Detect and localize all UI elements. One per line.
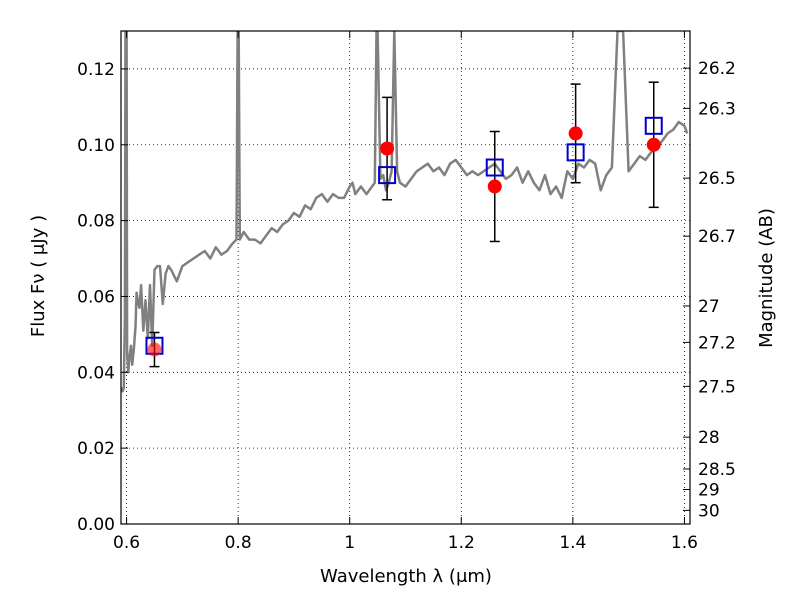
mag-tick-label: 26.5 <box>698 169 736 189</box>
mag-tick-label: 27 <box>698 297 720 317</box>
observed-point <box>147 342 162 357</box>
axes <box>120 30 691 525</box>
ticks: 0.6 0.8 1 1.2 1.4 1.6 0.00 0.02 0.04 0.06 0.08 0.10… <box>77 31 736 553</box>
mag-tick-label: 26.3 <box>698 99 736 119</box>
y-tick-label: 0.08 <box>77 212 115 232</box>
grid <box>121 31 690 525</box>
model-square-point <box>485 158 504 177</box>
y-tick-label: 0.02 <box>77 439 115 459</box>
y-tick-label: 0.10 <box>77 136 115 156</box>
x-axis-title: Wavelength λ (μm) <box>320 566 492 587</box>
x-tick-label: 0.8 <box>225 533 252 553</box>
mag-tick-label: 29 <box>698 480 720 500</box>
model-square-point <box>566 143 585 162</box>
y-tick-label: 0.06 <box>77 287 115 307</box>
plot-frame <box>120 30 691 525</box>
mag-tick-label: 27.5 <box>698 377 736 397</box>
x-tick-label: 1.2 <box>448 533 475 553</box>
y-tick-label: 0.04 <box>77 363 115 383</box>
spectrum-line <box>121 31 689 393</box>
x-tick-label: 1.4 <box>559 533 586 553</box>
observed-point <box>380 141 395 156</box>
observed-point <box>646 137 661 152</box>
mag-tick-label: 27.2 <box>698 333 736 353</box>
y-tick-label: 0.00 <box>77 515 115 535</box>
plot-area <box>121 31 689 393</box>
y-tick-label: 0.12 <box>77 60 115 80</box>
observed-point <box>487 179 502 194</box>
mag-tick-label: 30 <box>698 501 720 521</box>
observed-point <box>568 126 583 141</box>
mag-tick-label: 28.5 <box>698 460 736 480</box>
x-tick-label: 1.6 <box>671 533 698 553</box>
model-square-point <box>644 116 663 135</box>
y-axis-title: Flux Fν ( μJy ) <box>28 215 49 337</box>
mag-tick-label: 26.2 <box>698 59 736 79</box>
model-square-point <box>378 166 397 185</box>
y2-axis-title: Magnitude (AB) <box>756 208 777 348</box>
x-tick-label: 0.6 <box>113 533 140 553</box>
x-tick-label: 1 <box>344 533 355 553</box>
mag-tick-label: 26.7 <box>698 227 736 247</box>
mag-tick-label: 28 <box>698 428 720 448</box>
